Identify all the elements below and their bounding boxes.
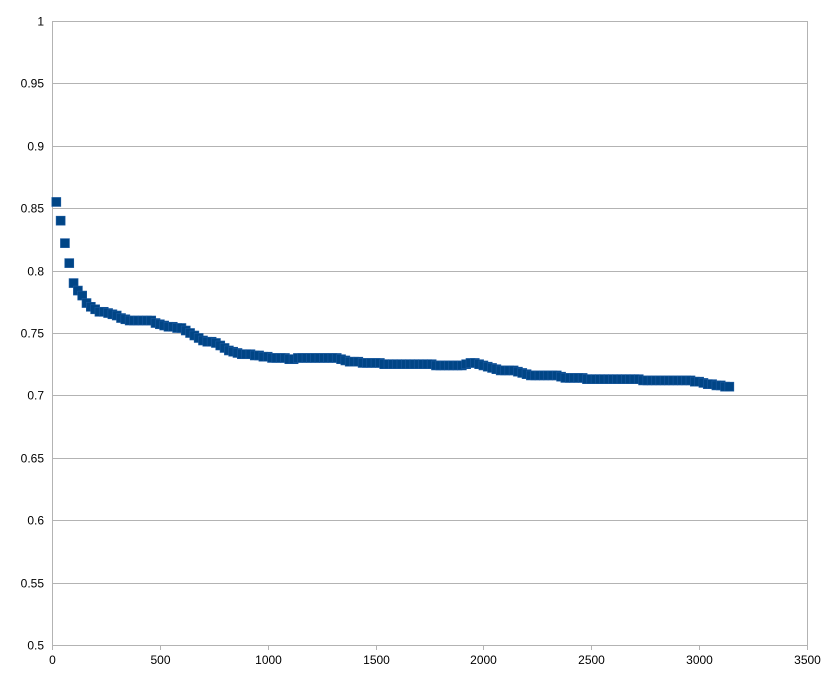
x-tick-label: 500 xyxy=(150,653,170,667)
y-tick-label: 1 xyxy=(37,15,44,29)
y-tick-label: 0.95 xyxy=(21,77,45,91)
y-tick-label: 0.55 xyxy=(21,577,45,591)
y-tick-labels: 0.5 0.55 0.6 0.65 0.7 0.75 0.8 0.85 0.9 0.95 1 xyxy=(21,15,45,653)
x-tick-label: 1000 xyxy=(255,653,282,667)
axes xyxy=(52,21,808,650)
x-tick-label: 3500 xyxy=(794,653,821,667)
y-tick-label: 0.5 xyxy=(27,639,44,653)
x-tick-label: 1500 xyxy=(363,653,390,667)
x-tick-label: 2500 xyxy=(578,653,605,667)
x-tick-label: 2000 xyxy=(470,653,497,667)
data-points xyxy=(51,197,735,392)
x-tick-label: 0 xyxy=(49,653,56,667)
y-tick-label: 0.7 xyxy=(27,389,44,403)
x-tick-labels: 0 500 1000 1500 2000 2500 3000 3500 xyxy=(49,653,821,667)
data-point xyxy=(55,215,66,226)
data-point xyxy=(60,238,70,248)
y-tick-label: 0.9 xyxy=(27,140,44,154)
y-tick-label: 0.75 xyxy=(21,327,45,341)
data-point xyxy=(724,381,735,392)
y-tick-label: 0.6 xyxy=(27,514,44,528)
y-tick-label: 0.65 xyxy=(21,452,45,466)
y-tick-label: 0.8 xyxy=(27,265,44,279)
data-point xyxy=(51,197,62,207)
gridlines xyxy=(52,21,807,646)
data-point xyxy=(64,258,75,268)
x-tick-label: 3000 xyxy=(686,653,713,667)
y-tick-label: 0.85 xyxy=(21,202,45,216)
